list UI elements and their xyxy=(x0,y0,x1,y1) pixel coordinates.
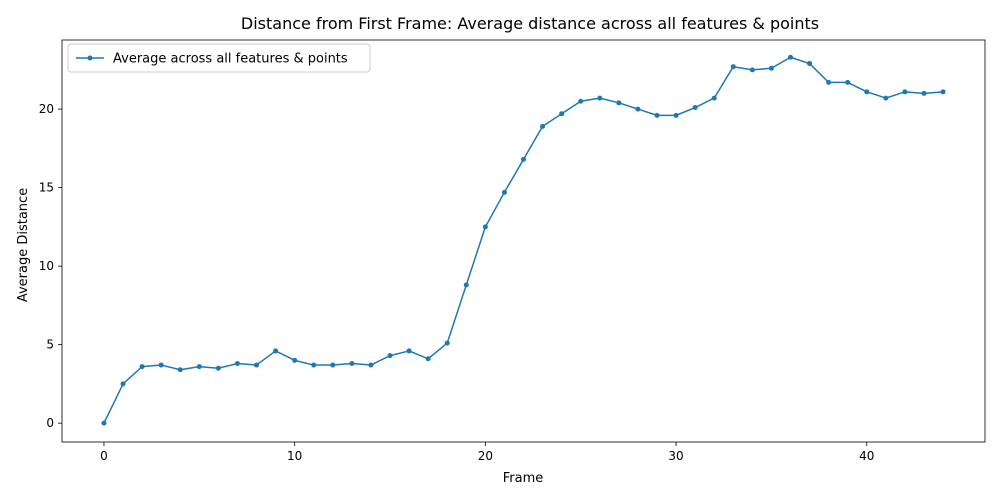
data-point xyxy=(921,90,927,96)
data-point xyxy=(883,95,889,101)
y-tick-label: 5 xyxy=(46,338,54,352)
x-axis-title: Frame xyxy=(503,471,544,486)
data-point xyxy=(273,348,279,354)
legend-box xyxy=(67,43,371,73)
data-point xyxy=(807,61,813,67)
data-point xyxy=(940,89,946,95)
data-point xyxy=(349,360,355,366)
data-point xyxy=(578,98,584,104)
data-point xyxy=(826,79,832,85)
data-point xyxy=(559,111,565,117)
data-point xyxy=(139,364,145,370)
x-tick-label: 0 xyxy=(100,449,108,463)
data-point xyxy=(711,95,717,101)
data-point xyxy=(444,340,450,346)
data-point xyxy=(177,367,183,373)
data-point xyxy=(330,362,336,368)
data-point xyxy=(101,420,107,426)
data-point xyxy=(501,189,507,195)
data-point xyxy=(234,360,240,366)
data-point xyxy=(425,356,431,362)
x-tick-label: 40 xyxy=(859,449,874,463)
data-point xyxy=(521,156,526,162)
data-point xyxy=(292,357,298,363)
data-point xyxy=(387,353,393,359)
y-axis-title: Average Distance xyxy=(16,188,31,302)
data-point xyxy=(654,112,660,118)
chart-title: Distance from First Frame: Average dista… xyxy=(241,14,819,33)
data-point xyxy=(730,64,736,70)
y-tick-label: 20 xyxy=(39,102,54,116)
data-point xyxy=(845,79,851,85)
y-tick-label: 10 xyxy=(39,259,54,273)
data-point xyxy=(597,95,603,101)
data-point xyxy=(120,381,126,387)
data-point xyxy=(902,89,908,95)
axes-frame xyxy=(61,39,986,443)
data-point xyxy=(635,106,641,112)
data-point xyxy=(749,67,755,73)
data-point xyxy=(616,100,622,106)
legend-marker-sample xyxy=(87,55,93,61)
plot-area xyxy=(101,54,946,426)
data-point xyxy=(196,364,202,370)
data-point xyxy=(768,65,774,71)
data-point xyxy=(215,365,221,371)
data-point xyxy=(864,89,870,95)
data-point xyxy=(673,112,679,118)
y-tick-label: 0 xyxy=(46,416,54,430)
data-point xyxy=(158,362,164,368)
data-point xyxy=(254,362,260,368)
data-point xyxy=(540,123,546,129)
data-point xyxy=(482,224,488,230)
x-tick-label: 10 xyxy=(287,449,302,463)
series-line xyxy=(103,56,944,424)
x-tick-label: 30 xyxy=(668,449,683,463)
data-point xyxy=(787,54,793,60)
legend-label: Average across all features & points xyxy=(113,52,348,67)
data-point xyxy=(368,362,374,368)
x-tick-label: 20 xyxy=(478,449,493,463)
data-point xyxy=(406,348,412,354)
data-point xyxy=(463,282,469,288)
data-point xyxy=(311,362,317,368)
y-tick-label: 15 xyxy=(39,181,54,195)
data-point xyxy=(692,105,698,111)
axes: 0 10 20 30 40 0 5 10 15 20 xyxy=(39,39,986,463)
legend: Average across all features & points xyxy=(67,43,371,73)
